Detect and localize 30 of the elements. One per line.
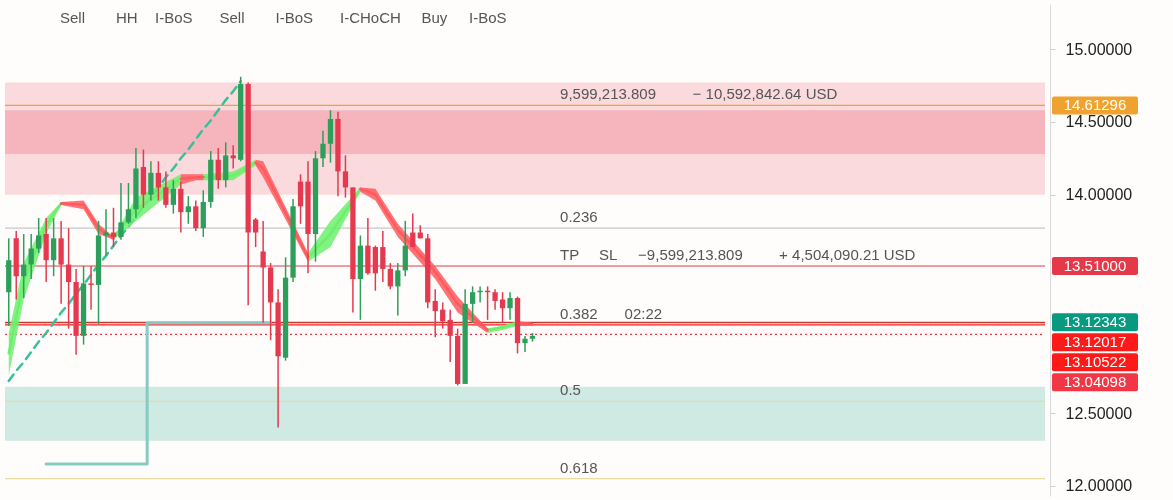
annotation: TP [560, 246, 580, 264]
annotation: 0.618 [560, 458, 598, 476]
annotation: SL [599, 246, 618, 264]
annotation: Sell [60, 9, 86, 26]
ref-line-label: 13.12343 [1063, 313, 1127, 331]
annotation: − 10,592,842.64 USD [692, 85, 838, 103]
annotation: −9,599,213.809 [638, 246, 743, 264]
annotation: Sell [219, 9, 245, 26]
ref-line-label: 13.04098 [1063, 373, 1127, 391]
annotation: HH [116, 9, 138, 26]
annotation: 0.236 [560, 208, 598, 226]
ref-line-label: 13.12017 [1063, 333, 1127, 351]
annotation: I-CHoCH [340, 9, 401, 26]
annotation: Buy [421, 9, 448, 26]
annotation: 0.5 [560, 381, 581, 399]
y-tick-label: 12.00000 [1065, 477, 1133, 495]
ref-line-label: 13.51000 [1063, 257, 1127, 275]
y-tick-label: 14.00000 [1065, 186, 1133, 204]
ref-line-label: 14.61296 [1063, 96, 1127, 114]
annotation: 9,599,213.809 [560, 85, 657, 103]
annotation: I-BoS [275, 9, 314, 26]
y-tick-label: 15.00000 [1065, 40, 1133, 58]
annotation: I-BoS [155, 9, 193, 26]
annotation: 0.382 [560, 304, 598, 322]
y-tick-label: 12.50000 [1065, 404, 1133, 422]
y-tick-label: 14.50000 [1065, 113, 1133, 131]
annotation: I-BoS [469, 9, 507, 26]
ref-line-label: 13.10522 [1063, 353, 1127, 371]
annotation: 02:22 [624, 304, 663, 322]
annotation: + 4,504,090.21 USD [779, 246, 916, 264]
